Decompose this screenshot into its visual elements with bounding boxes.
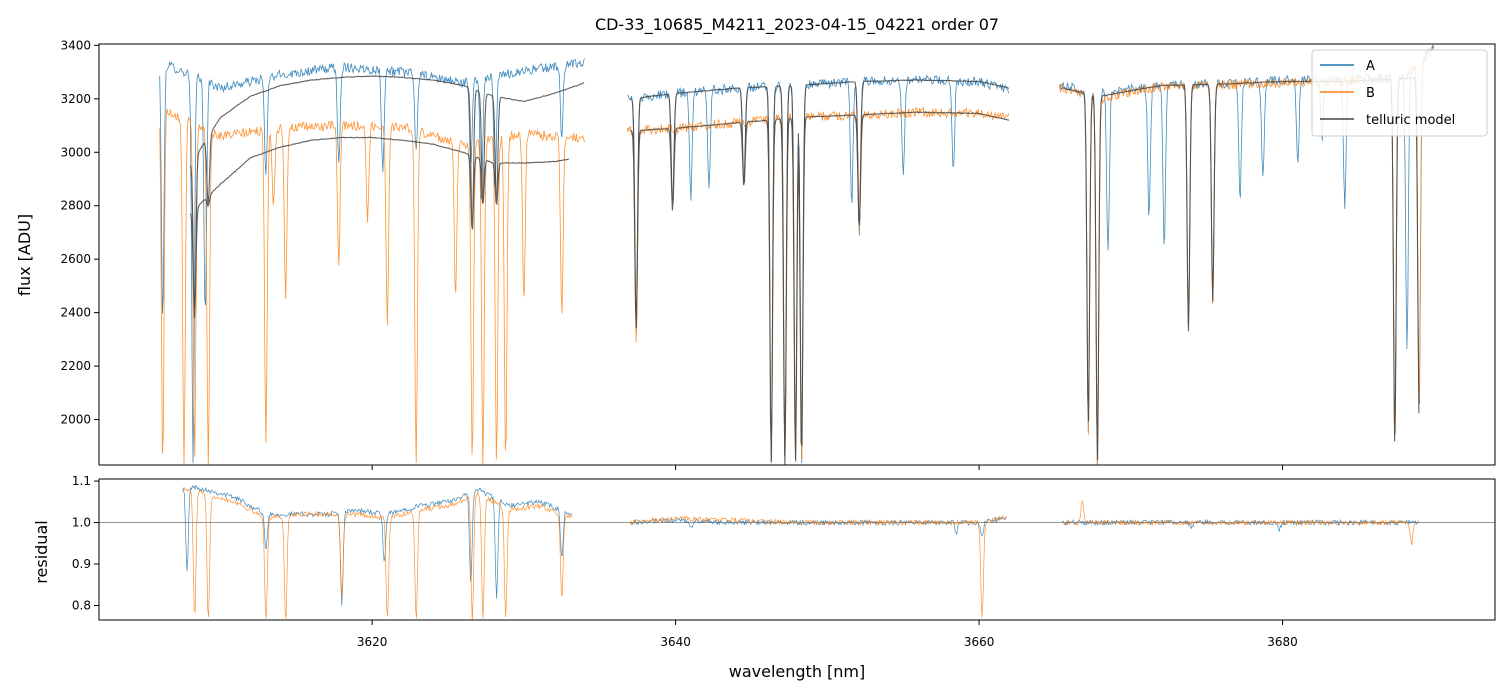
x-tick-label: 3620 [357,635,388,649]
residual-axes-frame [98,478,1496,621]
x-tick-label: 3680 [1267,635,1298,649]
legend-label: A [1366,59,1375,74]
y-tick-label: 2000 [60,413,91,427]
x-axis-label: wavelength [nm] [729,662,866,681]
flux-panel: 2000 2200 2400 2600 2800 3000 3200 3400 flux [A… [15,38,1496,470]
residual-x-axis: 3620 3640 3660 3680 [357,620,1298,649]
flux-axes-frame [98,43,1496,466]
series-line-residual-0 [182,484,1420,606]
residual-panel: 0.8 0.9 1.0 1.1 3620 3640 3660 3680 residual w… [32,474,1496,681]
legend-box [1311,49,1488,137]
y-tick-label: 1.1 [72,474,91,488]
legend-label: telluric model [1366,113,1455,128]
flux-y-axis: 2000 2200 2400 2600 2800 3000 3200 3400 [60,38,99,427]
series-line-telluric-model [189,75,1420,465]
y-tick-label: 3400 [60,38,91,52]
flux-x-axis [371,465,1284,470]
y-tick-label: 0.8 [72,598,91,612]
y-tick-label: 2600 [60,252,91,266]
residual-y-axis-label: residual [32,520,51,583]
flux-plot-area [159,44,1435,465]
y-tick-label: 2400 [60,306,91,320]
x-tick-label: 3660 [964,635,995,649]
y-tick-label: 0.9 [72,557,91,571]
series-line-residual-1 [182,486,1420,620]
y-tick-label: 1.0 [72,516,91,530]
y-tick-label: 3200 [60,92,91,106]
y-tick-label: 2200 [60,359,91,373]
y-tick-label: 3000 [60,145,91,159]
residual-plot-area [99,484,1495,620]
legend-label: B [1366,86,1375,101]
chart-title: CD-33_10685_M4211_2023-04-15_04221 order… [595,15,999,35]
residual-y-axis: 0.8 0.9 1.0 1.1 [72,474,99,612]
y-tick-label: 2800 [60,199,91,213]
x-tick-label: 3640 [660,635,691,649]
flux-y-axis-label: flux [ADU] [15,214,34,296]
